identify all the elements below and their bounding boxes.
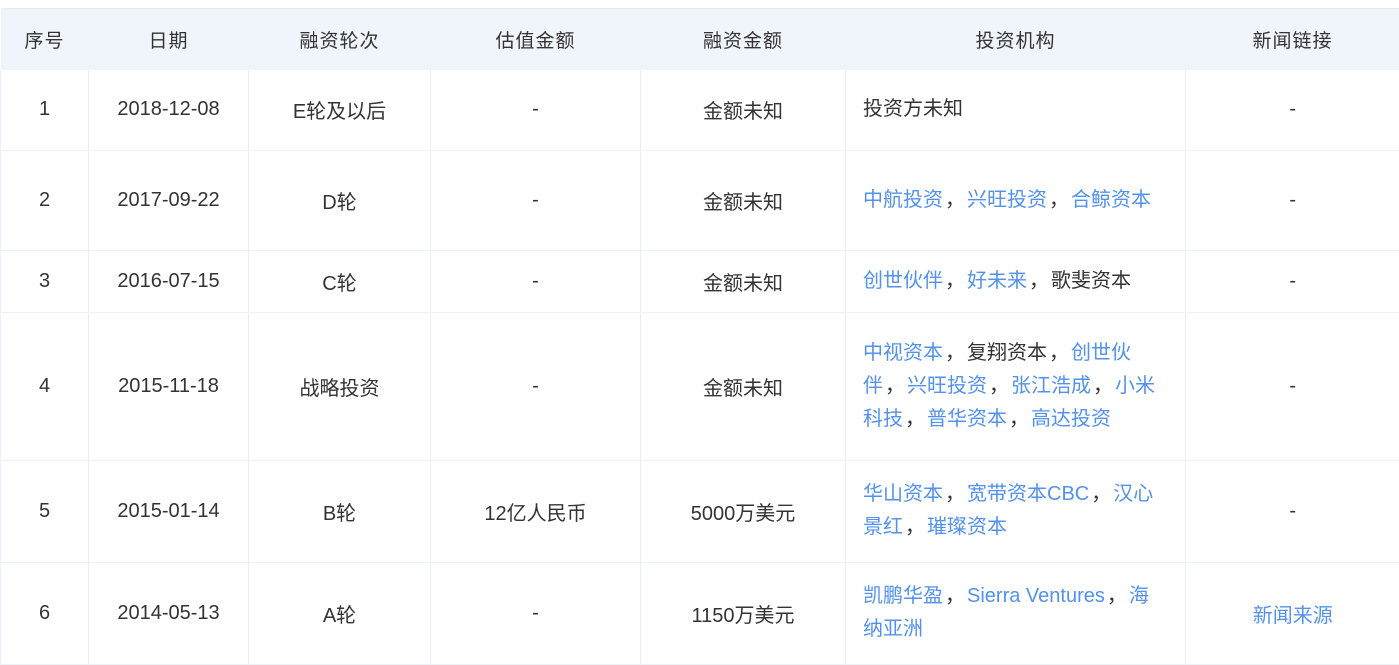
investor-separator: ， (945, 189, 965, 211)
cell-round: D轮 (249, 150, 431, 250)
cell-amount: 1150万美元 (641, 562, 846, 664)
cell-date: 2017-09-22 (89, 150, 249, 250)
cell-valuation: 12亿人民币 (431, 460, 641, 562)
cell-index: 5 (1, 460, 89, 562)
news-source-link[interactable]: 新闻来源 (1253, 605, 1333, 627)
investor-separator: ， (945, 585, 965, 607)
cell-valuation: - (431, 312, 641, 460)
investor-separator: ， (1049, 342, 1069, 364)
investor-link[interactable]: 璀璨资本 (927, 516, 1007, 538)
investor-link[interactable]: 张江浩成 (1011, 375, 1091, 397)
cell-investors: 中航投资，兴旺投资，合鲸资本 (846, 150, 1186, 250)
cell-investors: 创世伙伴，好未来，歌斐资本 (846, 250, 1186, 312)
investor-separator: ， (989, 375, 1009, 397)
column-header-news: 新闻链接 (1186, 9, 1399, 71)
investor-link[interactable]: Sierra Ventures (967, 585, 1105, 607)
cell-valuation: - (431, 562, 641, 664)
investor-separator: ， (1029, 270, 1049, 292)
investor-link[interactable]: 合鲸资本 (1071, 189, 1151, 211)
cell-index: 2 (1, 150, 89, 250)
investor-name: 歌斐资本 (1051, 270, 1131, 292)
investor-link[interactable]: 中航投资 (863, 189, 943, 211)
cell-index: 1 (1, 70, 89, 150)
cell-investors: 华山资本，宽带资本CBC，汉心景红，璀璨资本 (846, 460, 1186, 562)
cell-round: C轮 (249, 250, 431, 312)
investor-link[interactable]: 凯鹏华盈 (863, 585, 943, 607)
news-placeholder: - (1289, 500, 1296, 522)
investor-separator: ， (905, 408, 925, 430)
cell-amount: 金额未知 (641, 250, 846, 312)
column-header-amount: 融资金额 (641, 9, 846, 71)
investor-separator: ， (1091, 483, 1111, 505)
cell-amount: 金额未知 (641, 70, 846, 150)
investor-separator: ， (1107, 585, 1127, 607)
column-header-date: 日期 (89, 9, 249, 71)
investor-name: 投资方未知 (863, 98, 963, 120)
investor-separator: ， (945, 270, 965, 292)
cell-news: - (1186, 460, 1399, 562)
cell-news: - (1186, 312, 1399, 460)
investor-separator: ， (1093, 375, 1113, 397)
cell-valuation: - (431, 150, 641, 250)
cell-date: 2015-01-14 (89, 460, 249, 562)
cell-news: - (1186, 70, 1399, 150)
investor-separator: ， (905, 516, 925, 538)
cell-index: 6 (1, 562, 89, 664)
investor-link[interactable]: 好未来 (967, 270, 1027, 292)
cell-investors: 中视资本，复翔资本，创世伙伴，兴旺投资，张江浩成，小米科技，普华资本，高达投资 (846, 312, 1186, 460)
investor-link[interactable]: 高达投资 (1031, 408, 1111, 430)
news-placeholder: - (1289, 189, 1296, 211)
investor-separator: ， (1009, 408, 1029, 430)
cell-round: A轮 (249, 562, 431, 664)
cell-date: 2015-11-18 (89, 312, 249, 460)
news-placeholder: - (1289, 375, 1296, 397)
cell-index: 4 (1, 312, 89, 460)
cell-round: B轮 (249, 460, 431, 562)
cell-valuation: - (431, 70, 641, 150)
cell-investors: 投资方未知 (846, 70, 1186, 150)
investor-separator: ， (945, 342, 965, 364)
cell-round: 战略投资 (249, 312, 431, 460)
column-header-valuation: 估值金额 (431, 9, 641, 71)
cell-news: 新闻来源 (1186, 562, 1399, 664)
investor-separator: ， (945, 483, 965, 505)
cell-amount: 金额未知 (641, 312, 846, 460)
investor-separator: ， (885, 375, 905, 397)
investor-separator: ， (1049, 189, 1069, 211)
cell-amount: 金额未知 (641, 150, 846, 250)
investor-name: 复翔资本 (967, 342, 1047, 364)
cell-date: 2018-12-08 (89, 70, 249, 150)
investor-link[interactable]: 普华资本 (927, 408, 1007, 430)
investor-link[interactable]: 兴旺投资 (967, 189, 1047, 211)
table-header-row: 序号日期融资轮次估值金额融资金额投资机构新闻链接 (1, 9, 1399, 71)
cell-date: 2014-05-13 (89, 562, 249, 664)
investor-link[interactable]: 创世伙伴 (863, 270, 943, 292)
investor-link[interactable]: 宽带资本CBC (967, 483, 1089, 505)
investor-link[interactable]: 华山资本 (863, 483, 943, 505)
news-placeholder: - (1289, 270, 1296, 292)
investor-link[interactable]: 中视资本 (863, 342, 943, 364)
news-placeholder: - (1289, 98, 1296, 120)
column-header-investors: 投资机构 (846, 9, 1186, 71)
cell-amount: 5000万美元 (641, 460, 846, 562)
column-header-round: 融资轮次 (249, 9, 431, 71)
cell-date: 2016-07-15 (89, 250, 249, 312)
cell-investors: 凯鹏华盈，Sierra Ventures，海纳亚洲 (846, 562, 1186, 664)
cell-valuation: - (431, 250, 641, 312)
cell-news: - (1186, 150, 1399, 250)
column-header-index: 序号 (1, 9, 89, 71)
investor-link[interactable]: 兴旺投资 (907, 375, 987, 397)
cell-news: - (1186, 250, 1399, 312)
cell-index: 3 (1, 250, 89, 312)
cell-round: E轮及以后 (249, 70, 431, 150)
